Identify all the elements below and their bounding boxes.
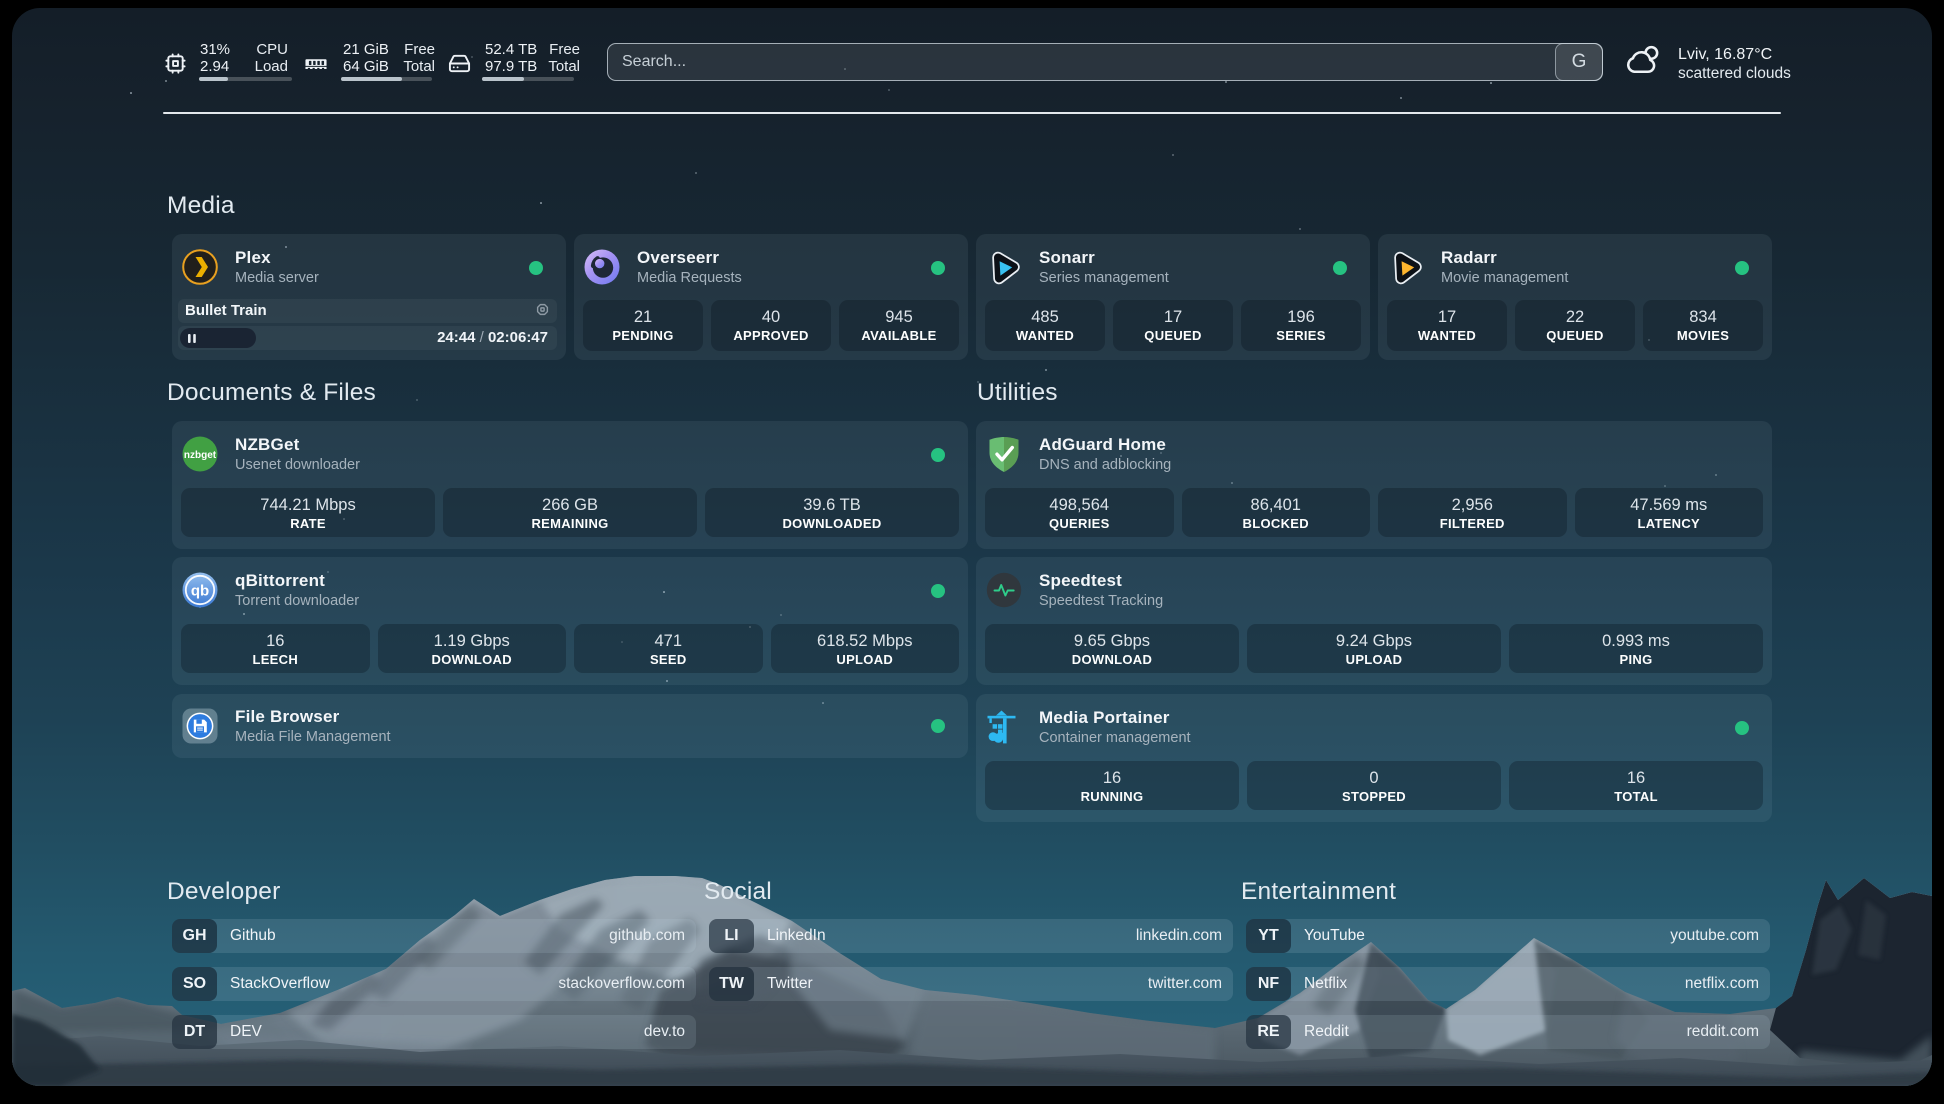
svg-text:nzbget: nzbget bbox=[184, 450, 217, 461]
svg-text:qb: qb bbox=[191, 582, 209, 599]
